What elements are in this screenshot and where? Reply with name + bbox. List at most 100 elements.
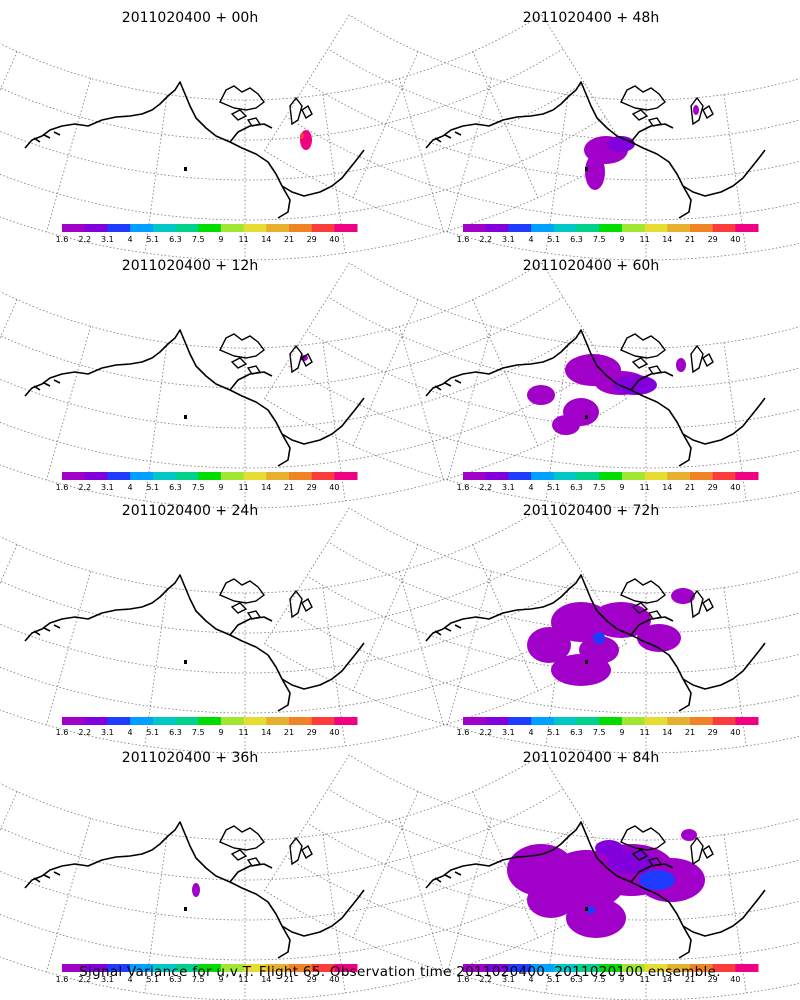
meridian-line	[46, 571, 91, 726]
colorbar-tick-label: 5.1	[547, 728, 560, 737]
arctic-island	[620, 333, 666, 359]
variance-blob	[566, 898, 626, 938]
latitude-line	[306, 82, 800, 181]
hawaii-islands	[184, 907, 187, 911]
colorbar-tick-label: 21	[284, 483, 294, 492]
figure-caption: Signal Variance for u,v,T. Flight 65. Ob…	[79, 964, 721, 980]
panel-title: 2011020400 + 48h	[523, 10, 659, 26]
map-panel: 2011020400 + 84h 1.6 2.2 3.1 4 5.1 6.3 7.5 9 11 14…	[264, 750, 800, 1000]
map-panel: 2011020400 + 72h 1.6 2.2 3.1 4 5.1 6.3 7.5 9 11 14…	[264, 503, 800, 754]
arctic-island	[289, 344, 303, 374]
arctic-island	[219, 333, 265, 359]
map-panel: 2011020400 + 60h 1.6 2.2 3.1 4 5.1 6.3 7.5 9 11 14…	[264, 258, 800, 509]
colorbar-tick-label: 29	[307, 728, 317, 737]
colorbar-swatch	[311, 472, 335, 480]
colorbar-tick-label: 29	[307, 975, 317, 984]
meridian-line	[46, 78, 91, 233]
latitude-line	[0, 116, 606, 221]
colorbar-swatch	[463, 224, 487, 232]
colorbar-swatch	[198, 717, 222, 725]
colorbar: 1.6 2.2 3.1 4 5.1 6.3 7.5 9 11 14 21 29 40	[457, 472, 759, 492]
colorbar-swatch	[485, 472, 509, 480]
colorbar-swatch	[130, 472, 154, 480]
arctic-island	[620, 85, 666, 111]
colorbar-swatch	[152, 472, 176, 480]
hawaii-islands	[184, 167, 187, 171]
map-panel: 2011020400 + 12h 1.6 2.2 3.1 4 5.1 6.3 7.5 9 11 14…	[0, 258, 627, 509]
colorbar-tick-label: 2.2	[78, 975, 91, 984]
variance-blob	[300, 133, 304, 139]
colorbar-tick-label: 2.2	[479, 728, 492, 737]
colorbar-swatch	[508, 224, 532, 232]
map-area	[0, 262, 627, 509]
map-panel: 2011020400 + 48h 1.6 2.2 3.1 4 5.1 6.3 7.5 9 11 14…	[264, 10, 800, 261]
colorbar-tick-label: 2.2	[479, 235, 492, 244]
colorbar-swatch	[485, 717, 509, 725]
meridian-line	[352, 544, 419, 691]
latitude-line	[264, 890, 800, 1000]
colorbar-tick-label: 21	[685, 483, 695, 492]
variance-blob	[595, 840, 623, 856]
latitude-line	[0, 262, 543, 349]
colorbar-tick-label: 14	[261, 235, 271, 244]
meridian-line	[352, 299, 419, 446]
colorbar-swatch	[644, 472, 668, 480]
colorbar-swatch	[712, 224, 736, 232]
meridian-line	[264, 14, 350, 151]
arctic-island	[301, 104, 313, 120]
colorbar-swatch	[463, 717, 487, 725]
arctic-island	[647, 117, 663, 127]
colorbar-tick-label: 40	[329, 728, 339, 737]
colorbar-swatch	[84, 472, 108, 480]
colorbar: 1.6 2.2 3.1 4 5.1 6.3 7.5 9 11 14 21 29 40	[56, 224, 358, 244]
colorbar-swatch	[690, 964, 714, 972]
panel-title: 2011020400 + 84h	[523, 750, 659, 766]
map-area	[264, 14, 800, 261]
colorbar-swatch	[576, 964, 600, 972]
colorbar-swatch	[463, 964, 487, 972]
map-area	[264, 507, 800, 754]
colorbar-swatch	[667, 472, 691, 480]
colorbar-tick-label: 7.5	[593, 235, 606, 244]
arctic-island	[631, 357, 649, 369]
coastline	[425, 574, 766, 712]
colorbar-tick-label: 11	[640, 975, 650, 984]
colorbar-tick-label: 40	[730, 483, 740, 492]
variance-blob	[192, 883, 200, 897]
colorbar-tick-label: 14	[261, 728, 271, 737]
colorbar-tick-label: 9	[619, 728, 624, 737]
colorbar-swatch	[107, 717, 131, 725]
arctic-island	[289, 589, 303, 619]
colorbar-swatch	[690, 717, 714, 725]
map-panel: 2011020400 + 00h 1.6 2.2 3.1 4 5.1 6.3 7.5 9 11 14…	[0, 10, 627, 261]
variance-blob	[593, 632, 605, 644]
colorbar-swatch	[735, 224, 759, 232]
colorbar-swatch	[334, 717, 358, 725]
coastline	[24, 574, 365, 712]
meridian-line	[46, 818, 91, 973]
colorbar: 1.6 2.2 3.1 4 5.1 6.3 7.5 9 11 14 21 29 40	[56, 472, 358, 492]
coastline	[24, 821, 365, 959]
colorbar-swatch	[311, 964, 335, 972]
colorbar-tick-label: 7.5	[593, 975, 606, 984]
colorbar-tick-label: 3.1	[502, 728, 515, 737]
colorbar-swatch	[175, 717, 199, 725]
latitude-line	[0, 507, 543, 594]
coastline	[24, 329, 365, 467]
meridian-line	[352, 51, 419, 198]
aleutian-islands	[434, 379, 462, 391]
colorbar-tick-label: 2.2	[78, 235, 91, 244]
colorbar: 1.6 2.2 3.1 4 5.1 6.3 7.5 9 11 14 21 29 40	[457, 717, 759, 737]
colorbar-swatch	[243, 472, 267, 480]
colorbar-tick-label: 29	[708, 235, 718, 244]
colorbar-tick-label: 2.2	[479, 483, 492, 492]
variance-blob	[527, 882, 575, 918]
colorbar-tick-label: 3.1	[101, 728, 114, 737]
colorbar-swatch	[508, 964, 532, 972]
colorbar-swatch	[735, 472, 759, 480]
colorbar-tick-label: 29	[307, 235, 317, 244]
colorbar-swatch	[198, 964, 222, 972]
colorbar-swatch	[576, 472, 600, 480]
colorbar-swatch	[311, 717, 335, 725]
arctic-island	[620, 825, 666, 851]
